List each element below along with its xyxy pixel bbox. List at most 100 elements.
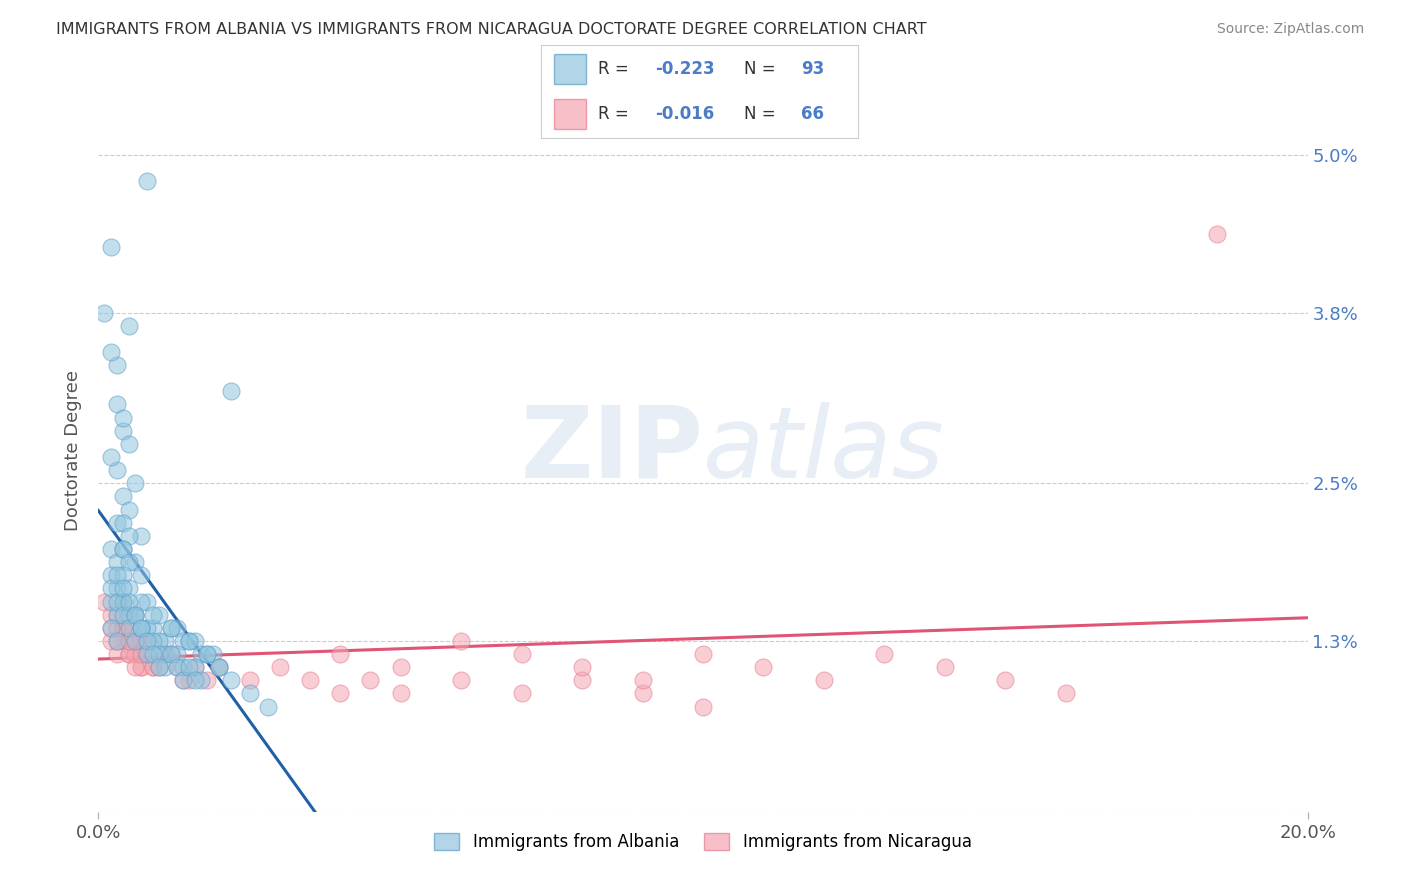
- Point: [148, 647, 170, 661]
- Point: [105, 634, 128, 648]
- Point: [118, 621, 141, 635]
- FancyBboxPatch shape: [554, 54, 586, 84]
- Point: [148, 660, 170, 674]
- Point: [631, 673, 654, 688]
- Point: [111, 424, 134, 438]
- Point: [100, 450, 122, 464]
- Point: [172, 660, 194, 674]
- Point: [111, 621, 134, 635]
- Point: [124, 476, 146, 491]
- Point: [111, 621, 134, 635]
- Point: [195, 673, 218, 688]
- Text: IMMIGRANTS FROM ALBANIA VS IMMIGRANTS FROM NICARAGUA DOCTORATE DEGREE CORRELATIO: IMMIGRANTS FROM ALBANIA VS IMMIGRANTS FR…: [56, 22, 927, 37]
- Point: [135, 594, 157, 608]
- Point: [142, 647, 165, 661]
- Point: [111, 582, 134, 596]
- Point: [105, 397, 128, 411]
- Text: atlas: atlas: [703, 402, 945, 499]
- Point: [118, 647, 141, 661]
- Point: [105, 358, 128, 372]
- Point: [166, 660, 188, 674]
- Point: [179, 634, 201, 648]
- Point: [100, 345, 122, 359]
- Point: [692, 699, 714, 714]
- Point: [111, 410, 134, 425]
- Text: N =: N =: [744, 60, 780, 78]
- Point: [389, 686, 412, 700]
- Point: [118, 502, 141, 516]
- Point: [100, 541, 122, 556]
- Point: [111, 541, 134, 556]
- Point: [360, 673, 382, 688]
- Point: [129, 660, 152, 674]
- Point: [142, 621, 165, 635]
- Point: [93, 305, 115, 319]
- Text: R =: R =: [599, 60, 634, 78]
- Point: [184, 660, 207, 674]
- Point: [202, 647, 225, 661]
- Point: [100, 634, 122, 648]
- Point: [190, 647, 212, 661]
- Point: [124, 634, 146, 648]
- Point: [129, 634, 152, 648]
- Point: [510, 647, 533, 661]
- Point: [124, 607, 146, 622]
- Point: [1206, 227, 1229, 241]
- Point: [100, 568, 122, 582]
- Point: [111, 607, 134, 622]
- Point: [118, 594, 141, 608]
- Point: [111, 490, 134, 504]
- Point: [105, 647, 128, 661]
- Point: [221, 384, 243, 399]
- Text: -0.223: -0.223: [655, 60, 714, 78]
- Text: N =: N =: [744, 105, 780, 123]
- Point: [179, 660, 201, 674]
- Point: [124, 607, 146, 622]
- Point: [329, 686, 352, 700]
- Point: [752, 660, 775, 674]
- Point: [124, 634, 146, 648]
- Point: [692, 647, 714, 661]
- Text: Source: ZipAtlas.com: Source: ZipAtlas.com: [1216, 22, 1364, 37]
- Point: [118, 437, 141, 451]
- Y-axis label: Doctorate Degree: Doctorate Degree: [65, 370, 83, 531]
- Point: [813, 673, 835, 688]
- Point: [118, 582, 141, 596]
- Point: [221, 673, 243, 688]
- Point: [153, 647, 176, 661]
- Point: [166, 660, 188, 674]
- Point: [994, 673, 1017, 688]
- Point: [105, 607, 128, 622]
- Point: [105, 607, 128, 622]
- Point: [329, 647, 352, 661]
- Point: [100, 582, 122, 596]
- Point: [135, 174, 157, 188]
- Point: [184, 673, 207, 688]
- Point: [256, 699, 278, 714]
- Point: [153, 634, 176, 648]
- Point: [129, 621, 152, 635]
- Point: [124, 555, 146, 569]
- Point: [299, 673, 322, 688]
- Point: [208, 660, 231, 674]
- Point: [100, 621, 122, 635]
- Point: [179, 634, 201, 648]
- Point: [179, 673, 201, 688]
- Point: [510, 686, 533, 700]
- Point: [142, 634, 165, 648]
- Point: [166, 647, 188, 661]
- Point: [129, 660, 152, 674]
- Point: [129, 621, 152, 635]
- Point: [195, 647, 218, 661]
- Point: [172, 673, 194, 688]
- Point: [142, 660, 165, 674]
- Point: [135, 634, 157, 648]
- Point: [184, 660, 207, 674]
- Point: [239, 686, 262, 700]
- Point: [105, 568, 128, 582]
- Point: [160, 647, 183, 661]
- Point: [118, 634, 141, 648]
- Point: [118, 318, 141, 333]
- Point: [105, 463, 128, 477]
- Text: ZIP: ZIP: [520, 402, 703, 499]
